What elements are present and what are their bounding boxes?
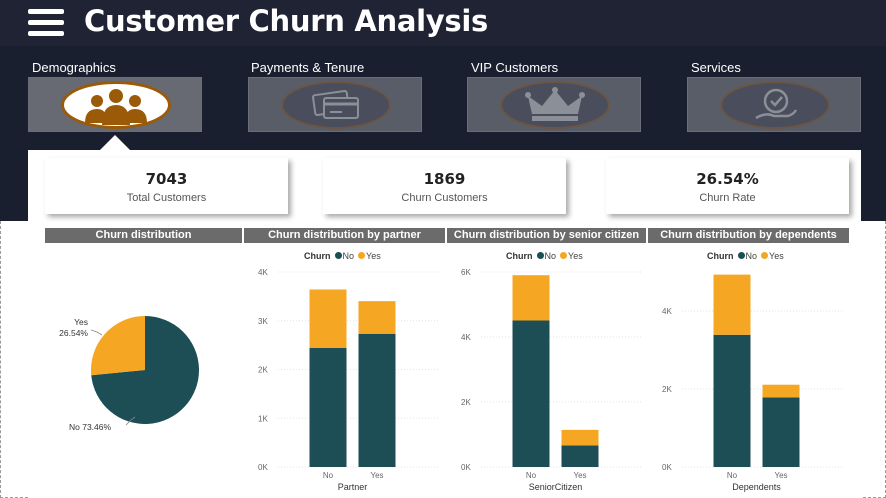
kpi-value: 26.54% — [696, 170, 759, 188]
x-tick-label: Yes — [774, 471, 787, 480]
service-badge-icon — [720, 81, 830, 129]
y-tick-label: 2K — [258, 366, 268, 375]
pie-label-yes-percent: 26.54% — [59, 328, 88, 338]
legend-dependents: Churn No Yes — [707, 251, 784, 261]
y-tick-label: 2K — [662, 385, 672, 394]
y-tick-label: 0K — [461, 463, 471, 472]
legend-no-label: No — [745, 251, 758, 261]
kpi-label: Churn Customers — [401, 192, 488, 204]
legend-title: Churn — [304, 251, 331, 261]
x-tick-label: Yes — [370, 471, 383, 480]
nav-label-vip-customers: VIP Customers — [471, 60, 559, 75]
kpi-card-churn-rate: 26.54% Churn Rate — [606, 158, 849, 214]
bar-no-yes[interactable] — [561, 445, 599, 467]
y-tick-label: 4K — [258, 268, 268, 277]
bar-yes-no[interactable] — [309, 289, 347, 349]
hamburger-menu-icon[interactable] — [28, 9, 64, 37]
bar-yes-no[interactable] — [713, 274, 751, 335]
crown-icon — [500, 81, 610, 129]
bar-yes-yes[interactable] — [561, 429, 599, 446]
legend-yes-label: Yes — [366, 251, 381, 261]
legend-yes-label: Yes — [568, 251, 583, 261]
y-tick-label: 4K — [461, 333, 471, 342]
pie-leader-no — [125, 416, 136, 426]
legend-yes-swatch — [560, 252, 568, 259]
legend-no-label: No — [342, 251, 355, 261]
people-icon — [61, 81, 171, 129]
legend-title: Churn — [506, 251, 533, 261]
legend-senior-citizen: Churn No Yes — [506, 251, 583, 261]
kpi-value: 1869 — [423, 170, 466, 188]
bar-no-no[interactable] — [309, 348, 347, 467]
legend-yes-swatch — [358, 252, 366, 259]
bar-no-no[interactable] — [512, 320, 550, 467]
kpi-card-total-customers: 7043 Total Customers — [45, 158, 288, 214]
legend-no-swatch — [334, 252, 342, 259]
y-tick-label: 4K — [662, 307, 672, 316]
legend-yes-swatch — [761, 252, 769, 259]
nav-tab-services[interactable] — [687, 77, 861, 132]
legend-title: Churn — [707, 251, 734, 261]
bar-yes-yes[interactable] — [762, 384, 800, 398]
y-tick-label: 6K — [461, 268, 471, 277]
x-tick-label: Yes — [573, 471, 586, 480]
bar-no-no[interactable] — [713, 334, 751, 467]
nav-tab-demographics[interactable] — [28, 77, 202, 132]
x-axis-title: Partner — [338, 482, 368, 492]
pie-leader-yes — [90, 329, 103, 336]
legend-partner: Churn No Yes — [304, 251, 381, 261]
pie-slice-no[interactable] — [91, 316, 199, 424]
kpi-value: 7043 — [145, 170, 188, 188]
chart-title-churn-distribution: Churn distribution — [45, 228, 242, 243]
page-title: Customer Churn Analysis — [84, 4, 488, 38]
app-header: Customer Churn Analysis — [0, 0, 886, 46]
bar-yes-yes[interactable] — [358, 301, 396, 334]
legend-no-swatch — [737, 252, 745, 259]
kpi-card-churn-customers: 1869 Churn Customers — [323, 158, 566, 214]
legend-no-swatch — [536, 252, 544, 259]
kpi-label: Total Customers — [126, 192, 207, 204]
pie-label-yes: Yes — [74, 317, 88, 327]
nav-label-services: Services — [691, 60, 741, 75]
y-tick-label: 1K — [258, 414, 268, 423]
legend-no-label: No — [544, 251, 557, 261]
pie-label-no: No 73.46% — [69, 422, 111, 432]
bar-chart-by-dependents: 0K 2K 4K No Yes Dependents — [662, 274, 842, 492]
pie-slice-yes[interactable] — [90, 316, 145, 376]
x-tick-label: No — [727, 471, 738, 480]
y-tick-label: 0K — [662, 463, 672, 472]
x-tick-label: No — [526, 471, 537, 480]
bar-chart-by-senior-citizen: 0K 2K 4K 6K No Yes SeniorCitizen — [461, 268, 641, 492]
credit-cards-icon — [281, 81, 391, 129]
nav-label-payments-tenure: Payments & Tenure — [251, 60, 365, 75]
chart-title-by-senior-citizen: Churn distribution by senior citizen — [447, 228, 646, 243]
chart-title-by-dependents: Churn distribution by dependents — [648, 228, 849, 243]
y-tick-label: 2K — [461, 398, 471, 407]
legend-yes-label: Yes — [769, 251, 784, 261]
chart-title-by-partner: Churn distribution by partner — [244, 228, 445, 243]
y-tick-label: 3K — [258, 317, 268, 326]
kpi-label: Churn Rate — [699, 192, 756, 204]
nav-tab-vip-customers[interactable] — [467, 77, 641, 132]
nav-tab-payments-tenure[interactable] — [248, 77, 422, 132]
active-tab-pointer — [100, 135, 130, 150]
x-axis-title: Dependents — [732, 482, 781, 492]
x-tick-label: No — [323, 471, 334, 480]
bar-no-yes[interactable] — [358, 333, 396, 467]
y-tick-label: 0K — [258, 463, 268, 472]
bar-no-yes[interactable] — [762, 397, 800, 467]
x-axis-title: SeniorCitizen — [529, 482, 583, 492]
nav-label-demographics: Demographics — [32, 60, 116, 75]
bar-yes-no[interactable] — [512, 275, 550, 321]
